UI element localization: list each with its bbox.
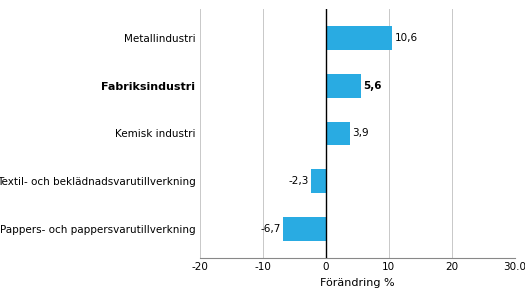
Bar	[284, 217, 326, 241]
Text: 3,9: 3,9	[353, 128, 369, 139]
Text: -6,7: -6,7	[260, 224, 281, 234]
Text: 5,6: 5,6	[363, 81, 382, 91]
Text: -2,3: -2,3	[288, 176, 309, 186]
Bar	[326, 74, 361, 98]
X-axis label: Förändring %: Förändring %	[320, 278, 394, 288]
Bar	[311, 169, 326, 194]
Bar	[326, 122, 350, 146]
Bar	[326, 26, 392, 50]
Text: 10,6: 10,6	[395, 33, 418, 43]
